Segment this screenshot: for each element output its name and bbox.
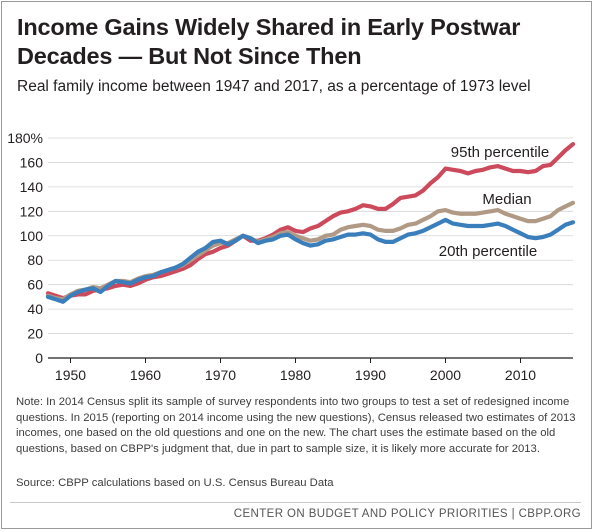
x-tick-label: 1960 [130,367,161,383]
x-tick-label: 1980 [280,367,311,383]
y-tick-label: 180% [7,130,43,146]
y-tick-label: 140 [20,179,44,195]
x-tick-label: 1970 [205,367,236,383]
chart-note: Note: In 2014 Census split its sample of… [16,396,576,455]
line-labels: 95th percentile Median 20th percentile [439,144,549,260]
y-tick-label: 100 [20,228,44,244]
line-label: 20th percentile [439,243,537,260]
y-tick-label: 160 [20,154,44,170]
chart-title: Income Gains Widely Shared in Early Post… [17,14,521,69]
y-tick-label: 80 [27,252,43,268]
chart-source: Source: CBPP calculations based on U.S. … [16,477,334,489]
line-label: Median [482,191,531,208]
x-tick-label: 1990 [355,367,386,383]
line-label: 95th percentile [451,144,549,161]
x-tick-label: 2000 [430,367,461,383]
footer-credit: CENTER ON BUDGET AND POLICY PRIORITIES |… [233,508,581,520]
series-lines [45,142,576,304]
x-tick-label: 2010 [505,367,536,383]
x-axis-ticks: 1950 1960 1970 1980 1990 2000 2010 [55,358,536,383]
gridlines [48,137,573,359]
y-tick-label: 40 [27,301,43,317]
chart-subtitle: Real family income between 1947 and 2017… [17,78,531,95]
x-tick-label: 1950 [55,367,86,383]
y-tick-label: 0 [35,350,43,366]
series-line-95th-percentile [45,142,576,301]
y-tick-label: 20 [27,326,43,342]
y-axis-ticks: 0 20 40 60 80 100 120 140 160 180% [7,130,43,366]
y-tick-label: 120 [20,203,44,219]
footer-divider [10,502,581,503]
series-line-20th-percentile [45,217,576,304]
y-tick-label: 60 [27,277,43,293]
